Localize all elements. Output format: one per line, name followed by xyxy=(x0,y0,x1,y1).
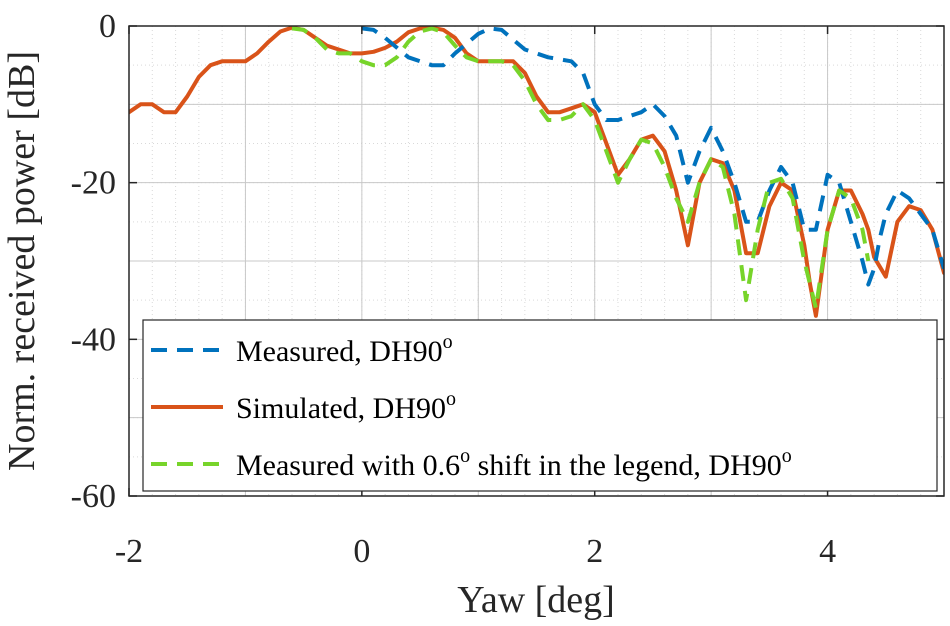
x-tick-label: 0 xyxy=(353,533,370,570)
y-tick-label: -40 xyxy=(71,321,116,358)
y-axis-label: Norm. received power [dB] xyxy=(1,51,43,471)
legend-label-measured: Measured, DH90o xyxy=(236,331,453,368)
y-tick-label: -60 xyxy=(71,478,116,515)
series-line-simulated xyxy=(129,26,944,318)
series-layer xyxy=(129,26,944,318)
y-tick-label: -20 xyxy=(71,165,116,202)
series-line-measured-shifted xyxy=(291,26,871,310)
legend: Measured, DH90o Simulated, DH90o Measure… xyxy=(142,319,938,492)
y-tick-labels: 0 -20 -40 -60 xyxy=(71,8,116,515)
series-line-measured xyxy=(361,26,944,287)
plot-frame xyxy=(128,25,945,497)
x-tick-label: -2 xyxy=(115,533,143,570)
y-tick-label: 0 xyxy=(99,8,116,45)
x-tick-label: 4 xyxy=(819,533,836,570)
legend-label-shifted: Measured with 0.6o shift in the legend, … xyxy=(236,445,792,482)
legend-box xyxy=(142,319,938,492)
legend-label-simulated: Simulated, DH90o xyxy=(236,388,456,425)
x-axis-label: Yaw [deg] xyxy=(457,579,615,621)
x-tick-labels: -2 0 2 4 xyxy=(115,533,836,570)
x-tick-label: 2 xyxy=(586,533,603,570)
